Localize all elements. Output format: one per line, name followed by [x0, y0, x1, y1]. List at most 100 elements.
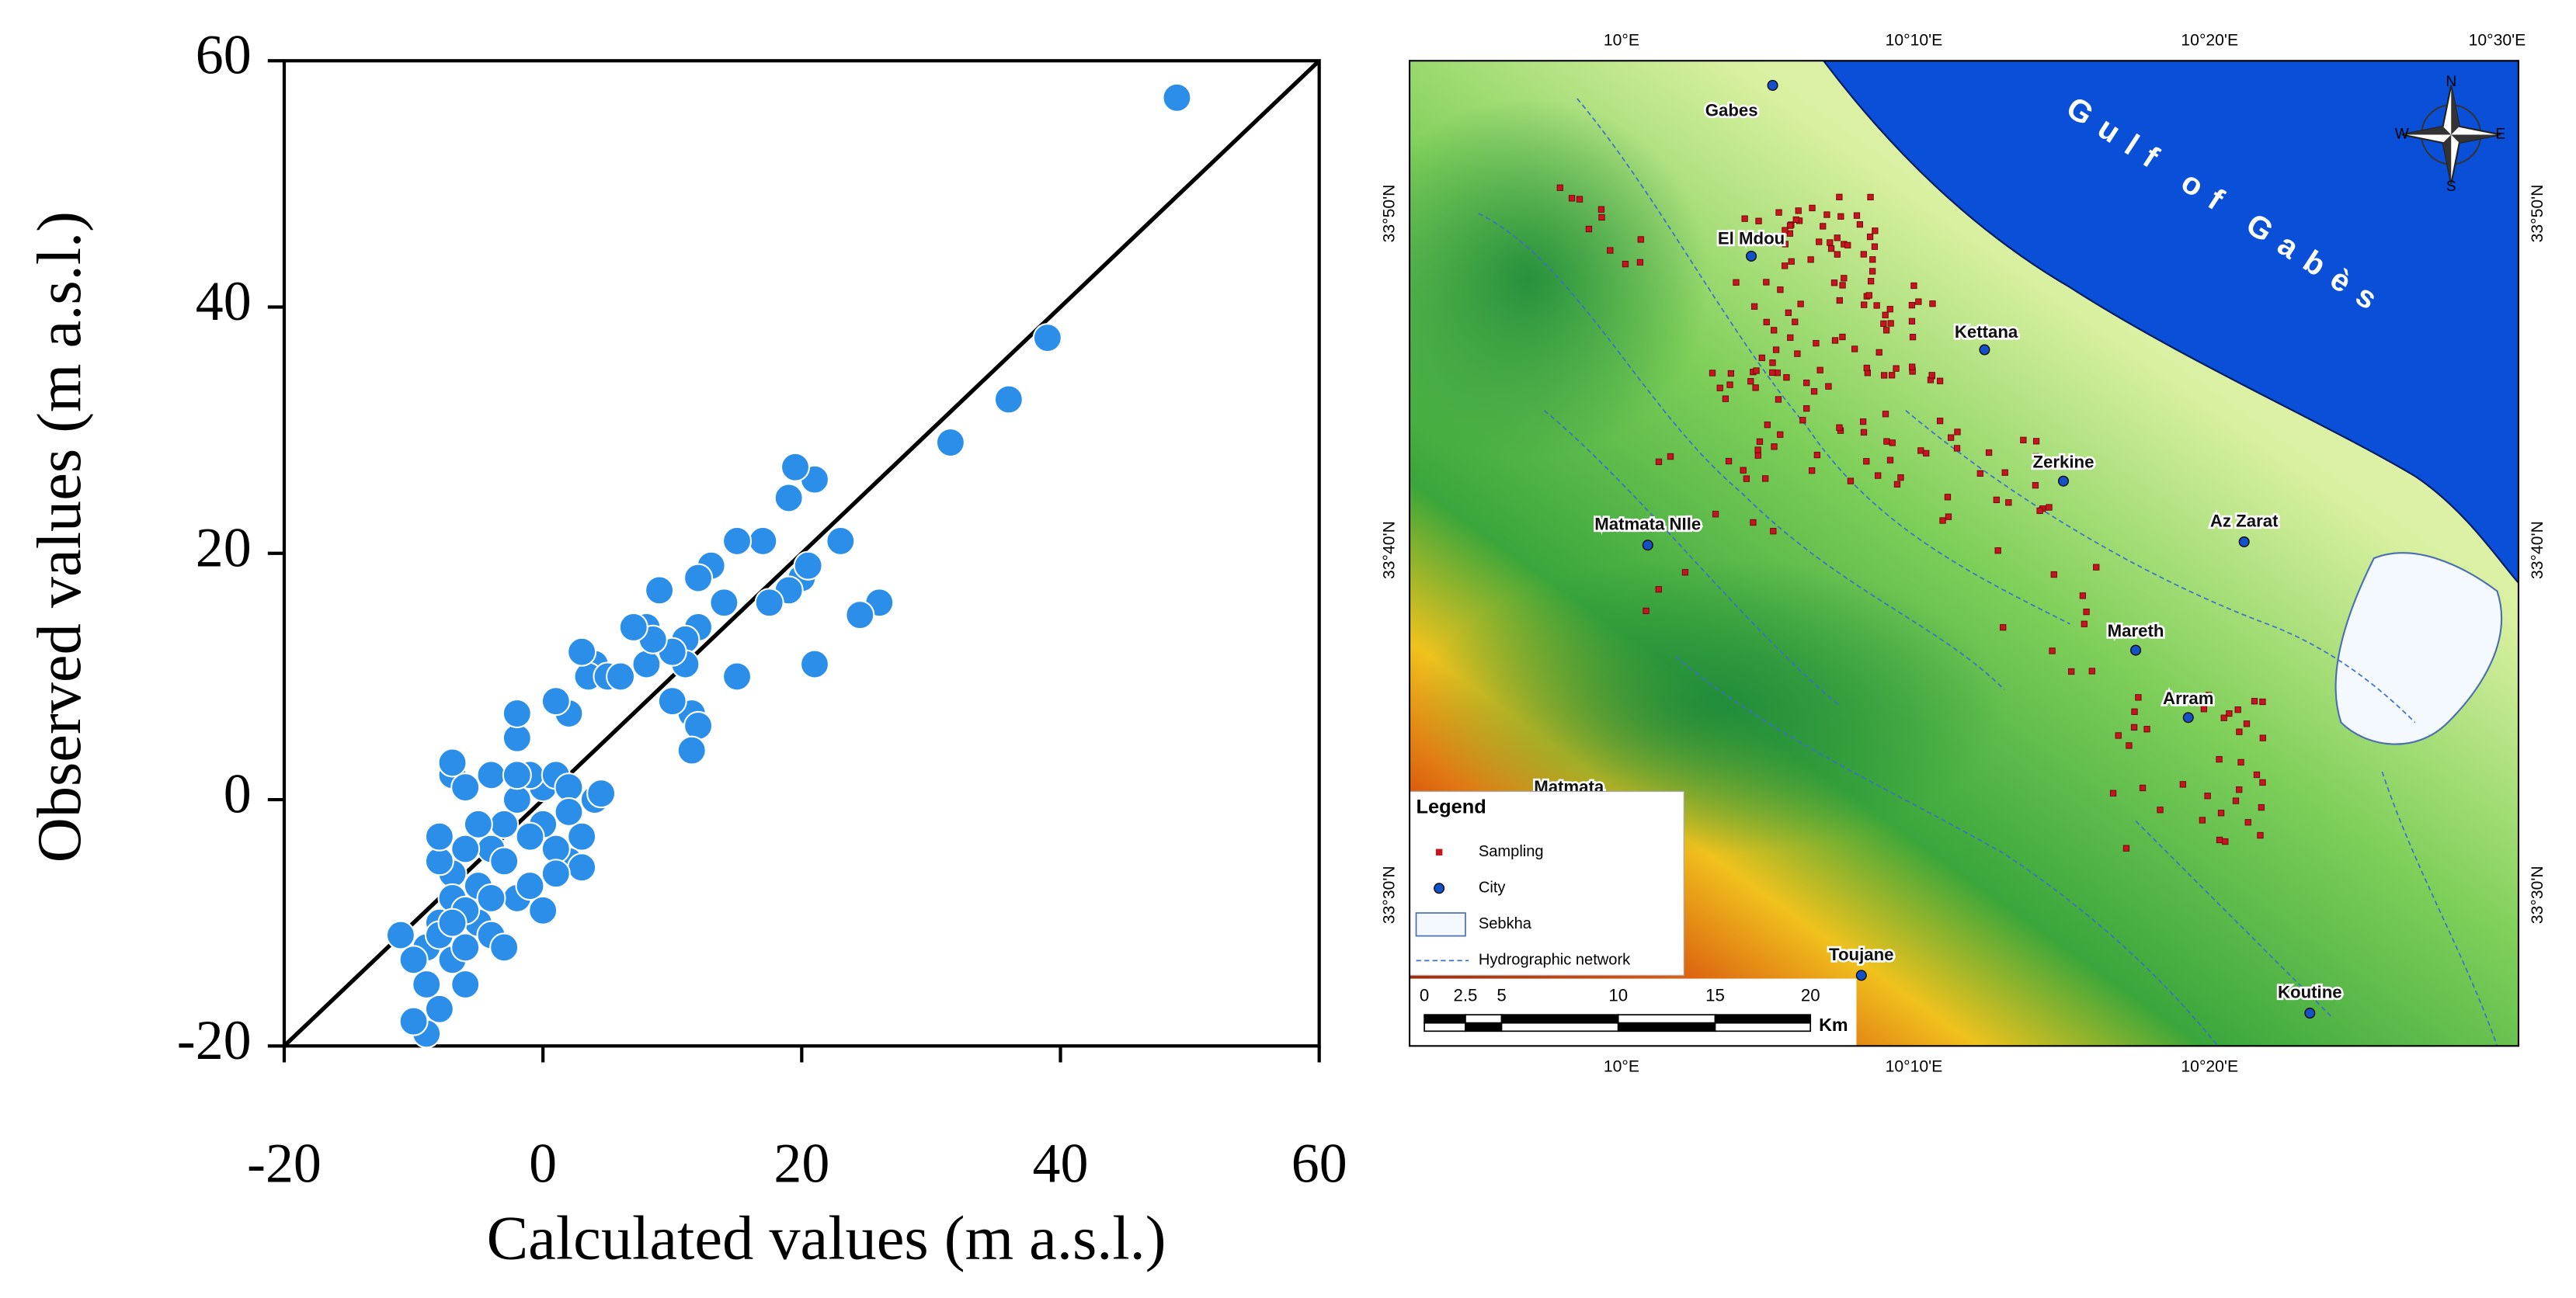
- sampling-point: [2115, 732, 2122, 739]
- sampling-point: [1839, 282, 1846, 289]
- map-frame: [1408, 60, 2520, 1047]
- sampling-point: [1743, 475, 1750, 482]
- point: [385, 920, 415, 950]
- x-tick-label: -20: [247, 1132, 322, 1194]
- latitude-label: 33°40'N: [1380, 521, 1398, 579]
- sampling-point: [2220, 714, 2227, 721]
- city-label: Gabes: [1705, 101, 1758, 120]
- legend-symbol: [1434, 883, 1445, 894]
- scale-segment: [1424, 1014, 1466, 1024]
- sampling-point: [2257, 831, 2264, 839]
- sampling-point: [1787, 334, 1794, 342]
- sampling-point: [1771, 327, 1778, 334]
- sampling-point: [1908, 318, 1916, 324]
- sampling-point: [1915, 298, 1922, 305]
- sampling-point: [1783, 374, 1790, 381]
- sampling-point: [1810, 388, 1818, 395]
- point: [412, 969, 442, 1000]
- sampling-point: [1872, 227, 1879, 234]
- sampling-point: [2131, 708, 2138, 715]
- scale-segment: [1617, 1022, 1716, 1032]
- scale-segment: [1714, 1014, 1812, 1024]
- sampling-point: [1667, 453, 1674, 460]
- point: [1162, 82, 1192, 113]
- sampling-point: [1752, 384, 1759, 391]
- city-label: Matmata NIle: [1594, 515, 1701, 534]
- terrain: [1410, 98, 1709, 460]
- latitude-label: 33°50'N: [1380, 185, 1398, 243]
- legend-label: Sebkha: [1479, 915, 1532, 932]
- sampling-point: [1839, 333, 1846, 341]
- sampling-point: [1556, 184, 1563, 191]
- scale-label: 5: [1497, 986, 1506, 1005]
- sampling-point: [2234, 706, 2241, 713]
- city-label: Mareth: [2108, 621, 2164, 640]
- sampling-point: [2237, 758, 2244, 766]
- sampling-point: [1875, 472, 1882, 479]
- city-marker: [2130, 644, 2142, 656]
- point: [709, 588, 739, 618]
- sampling-point: [1893, 365, 1900, 372]
- compass-label: E: [2495, 126, 2505, 142]
- sampling-point: [2259, 779, 2266, 786]
- city-marker: [1767, 80, 1778, 91]
- sampling-point: [1754, 452, 1761, 459]
- sampling-point: [1740, 467, 1747, 474]
- point: [437, 908, 468, 938]
- sebkha: [2334, 552, 2503, 745]
- point: [424, 821, 454, 852]
- sampling-point: [1882, 311, 1889, 318]
- sampling-point: [1813, 451, 1820, 459]
- scale-bar: 0 2.5 5 10 15 20 Km: [1410, 978, 1857, 1046]
- sampling-point: [1782, 241, 1789, 248]
- sampling-point: [2126, 742, 2133, 749]
- terrain: [1413, 558, 2004, 854]
- sampling-point: [1681, 569, 1689, 576]
- sampling-point: [1816, 238, 1823, 245]
- sampling-point: [1860, 429, 1868, 436]
- sampling-point: [1785, 309, 1792, 316]
- sampling-point: [1782, 227, 1789, 234]
- sampling-point: [1622, 261, 1629, 268]
- point: [424, 846, 454, 876]
- sampling-point: [1762, 475, 1769, 482]
- sampling-point: [1756, 438, 1764, 445]
- point: [606, 661, 636, 692]
- sampling-point: [2050, 571, 2057, 578]
- sampling-point: [1859, 418, 1867, 425]
- scale-label: 10: [1608, 986, 1628, 1005]
- point: [676, 735, 707, 765]
- sampling-point: [2032, 453, 2039, 460]
- sampling-point: [1763, 318, 1770, 326]
- sampling-point: [2139, 784, 2147, 792]
- sampling-point: [1797, 300, 1804, 307]
- legend-label: Sampling: [1479, 843, 1544, 860]
- sampling-point: [1820, 223, 1827, 230]
- sampling-point: [2081, 620, 2088, 627]
- sampling-point: [1939, 517, 1946, 524]
- sampling-point: [1809, 204, 1816, 212]
- sampling-point: [1764, 422, 1771, 429]
- sampling-point: [1725, 457, 1733, 465]
- sampling-point: [1861, 301, 1868, 308]
- sampling-point: [1813, 340, 1820, 347]
- sampling-point: [1834, 251, 1841, 258]
- sampling-point: [1917, 447, 1924, 454]
- latitude-label: 33°30'N: [2529, 866, 2546, 924]
- sampling-point: [2000, 624, 2007, 631]
- sampling-point: [2236, 728, 2243, 735]
- sampling-point: [1727, 370, 1735, 377]
- point: [424, 994, 454, 1024]
- scale-segment: [1714, 1022, 1812, 1032]
- city-label: Koutine: [2278, 983, 2342, 1002]
- point: [450, 932, 481, 963]
- point: [683, 710, 714, 741]
- scale-label: 2.5: [1454, 986, 1478, 1005]
- sampling-point: [1897, 474, 1904, 481]
- sampling-point: [1754, 446, 1761, 453]
- point: [476, 883, 506, 914]
- sampling-point: [1909, 363, 1916, 370]
- sampling-point: [1993, 496, 2000, 504]
- x-tick-label: 0: [529, 1132, 557, 1194]
- sampling-point: [1985, 449, 1993, 456]
